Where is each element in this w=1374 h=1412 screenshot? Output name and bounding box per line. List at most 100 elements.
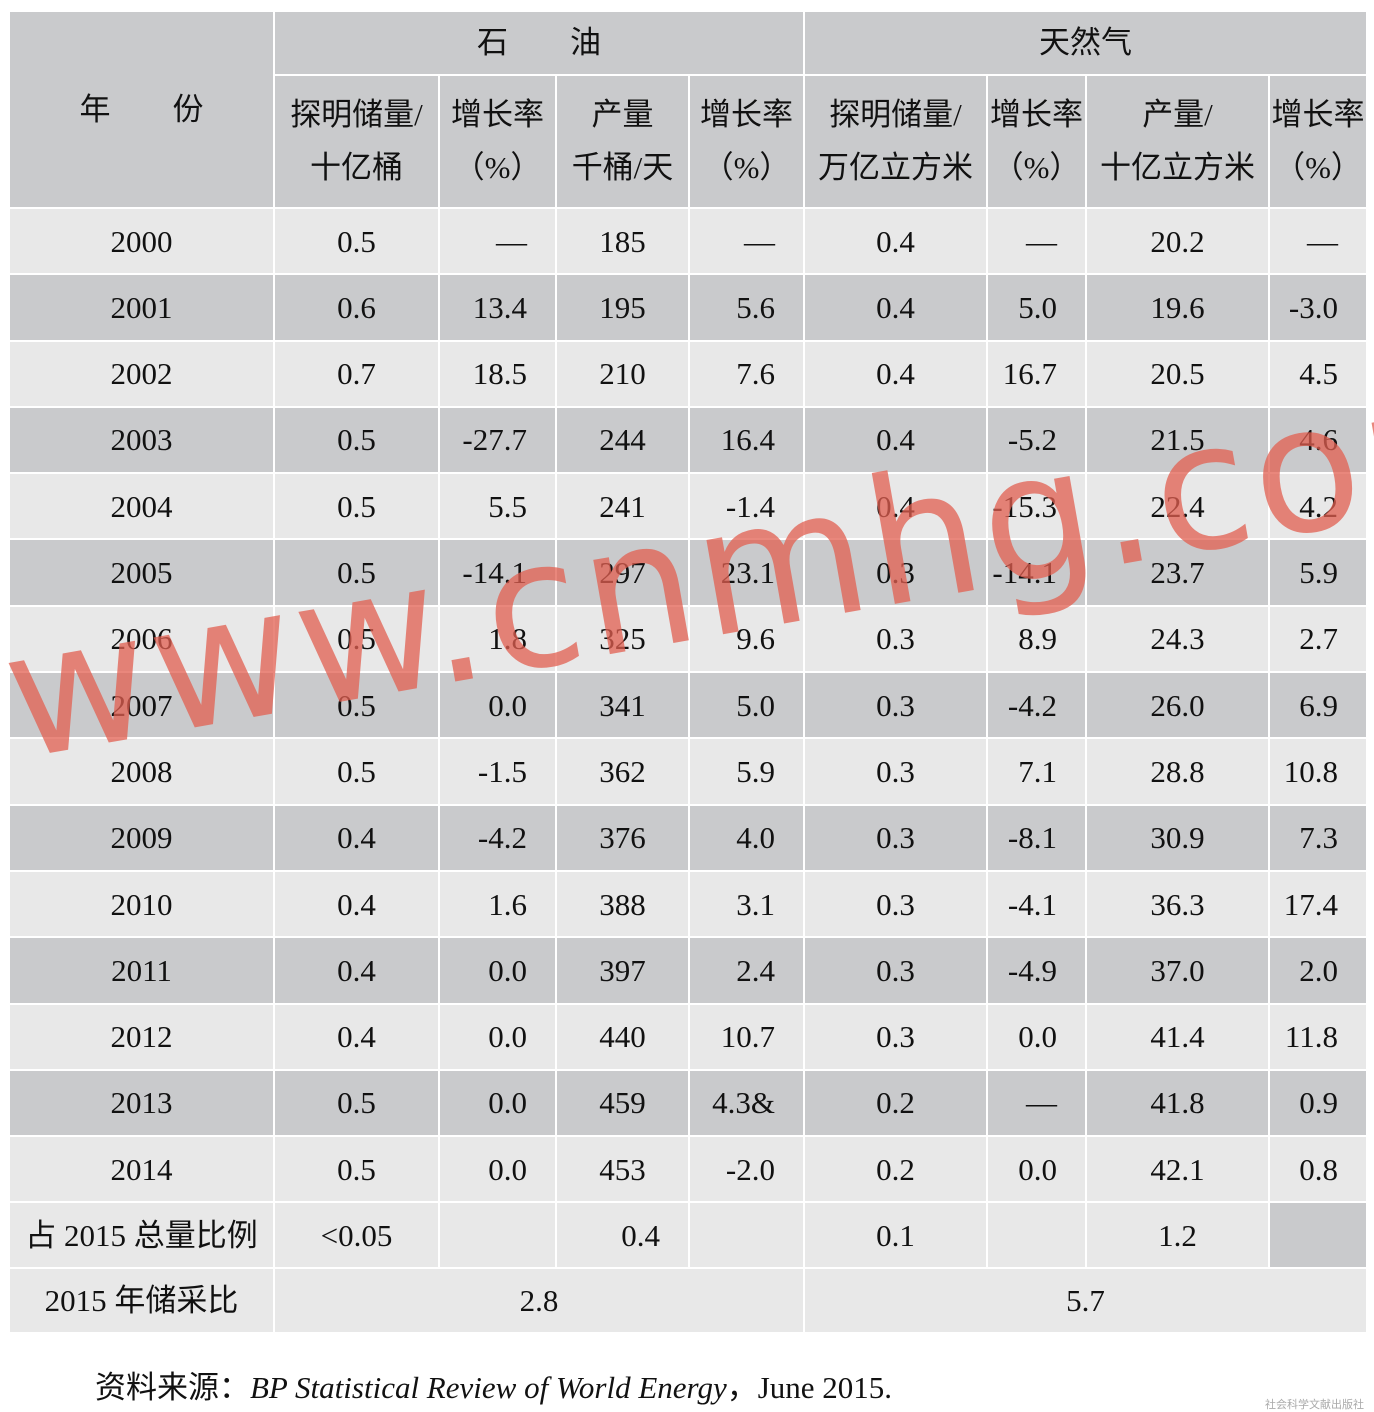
column-header-line: 产量/ bbox=[1142, 96, 1213, 132]
header-oil: 石 油 bbox=[273, 10, 805, 76]
value-cell: 0.3 bbox=[803, 936, 988, 1005]
value-cell: 16.7 bbox=[986, 339, 1087, 408]
value-cell: 28.8 bbox=[1085, 737, 1270, 806]
value-cell: 20.5 bbox=[1085, 339, 1270, 408]
value-cell: 0.5 bbox=[273, 538, 440, 607]
value-cell: 241 bbox=[555, 472, 690, 541]
value-cell: 4.2 bbox=[1268, 472, 1368, 541]
year-cell: 2014 bbox=[8, 1135, 275, 1204]
value-cell: 4.0 bbox=[688, 803, 805, 872]
value-cell: 0.4 bbox=[803, 339, 988, 408]
year-cell: 2006 bbox=[8, 604, 275, 674]
value-cell: 0.3 bbox=[803, 803, 988, 872]
value-cell: -3.0 bbox=[1268, 273, 1368, 342]
column-header: 产量/十亿立方米 bbox=[1085, 74, 1270, 209]
value-cell: 0.8 bbox=[1268, 1135, 1368, 1204]
value-cell: 19.6 bbox=[1085, 273, 1270, 342]
empty-cell bbox=[688, 1201, 805, 1270]
value-cell: 0.4 bbox=[803, 472, 988, 541]
value-cell: -4.9 bbox=[986, 936, 1087, 1005]
value-cell: 0.4 bbox=[803, 206, 988, 276]
value-cell: 2.4 bbox=[688, 936, 805, 1005]
value-cell: 0.6 bbox=[273, 273, 440, 342]
value-cell: 388 bbox=[555, 869, 690, 939]
value-cell: 297 bbox=[555, 538, 690, 607]
column-header-line: 增长率 bbox=[990, 96, 1083, 132]
value-cell: -4.2 bbox=[438, 803, 557, 872]
value-cell: 453 bbox=[555, 1135, 690, 1204]
data-row: 2013 0.5 0.0 459 4.3& 0.2—41.8 0.9 bbox=[8, 1068, 1368, 1138]
value-cell: 0.2 bbox=[803, 1068, 988, 1138]
value-cell: 11.8 bbox=[1268, 1002, 1368, 1071]
header-row: 年 份石 油天然气 bbox=[8, 10, 1368, 209]
value-cell: 0.0 bbox=[438, 671, 557, 740]
value-cell: -15.3 bbox=[986, 472, 1087, 541]
value-cell: -8.1 bbox=[986, 803, 1087, 872]
value-cell: 7.3 bbox=[1268, 803, 1368, 872]
value-cell: 26.0 bbox=[1085, 671, 1270, 740]
value-cell: — bbox=[438, 206, 557, 276]
rp-cell: 5.7 bbox=[803, 1267, 1368, 1335]
value-cell: 0.0 bbox=[986, 1002, 1087, 1071]
share-cell: <0.05 bbox=[273, 1201, 440, 1270]
value-cell: 7.6 bbox=[688, 339, 805, 408]
value-cell: 0.3 bbox=[803, 538, 988, 607]
column-header-line: （%） bbox=[1274, 149, 1362, 185]
value-cell: 2.7 bbox=[1268, 604, 1368, 674]
data-row: 2004 0.5 5.5 241 -1.4 0.4 -15.3 22.4 4.2 bbox=[8, 472, 1368, 541]
column-header-line: （%） bbox=[453, 149, 542, 185]
value-cell: 376 bbox=[555, 803, 690, 872]
value-cell: 459 bbox=[555, 1068, 690, 1138]
value-cell: 4.3& bbox=[688, 1068, 805, 1138]
value-cell: — bbox=[986, 1068, 1087, 1138]
value-cell: 37.0 bbox=[1085, 936, 1270, 1005]
value-cell: 30.9 bbox=[1085, 803, 1270, 872]
rp-label: 2015 年储采比 bbox=[8, 1267, 275, 1335]
value-cell: 1.8 bbox=[438, 604, 557, 674]
year-cell: 2008 bbox=[8, 737, 275, 806]
year-cell: 2010 bbox=[8, 869, 275, 939]
data-row: 2012 0.4 0.0 440 10.7 0.3 0.0 41.4 11.8 bbox=[8, 1002, 1368, 1071]
value-cell: — bbox=[688, 206, 805, 276]
value-cell: 0.3 bbox=[803, 1002, 988, 1071]
year-cell: 2000 bbox=[8, 206, 275, 276]
value-cell: 36.3 bbox=[1085, 869, 1270, 939]
share-row: 占 2015 总量比例 <0.05 0.4 0.1 1.2 bbox=[8, 1201, 1368, 1270]
data-row: 2002 0.7 18.5 210 7.6 0.4 16.7 20.5 4.5 bbox=[8, 339, 1368, 408]
column-header-line: 增长率 bbox=[451, 96, 544, 132]
source-suffix: ，June 2015. bbox=[726, 1370, 893, 1405]
year-cell: 2013 bbox=[8, 1068, 275, 1138]
value-cell: -4.2 bbox=[986, 671, 1087, 740]
header-year: 年 份 bbox=[8, 10, 275, 209]
value-cell: 41.4 bbox=[1085, 1002, 1270, 1071]
value-cell: 210 bbox=[555, 339, 690, 408]
share-cell: 0.1 bbox=[803, 1201, 988, 1270]
value-cell: 3.1 bbox=[688, 869, 805, 939]
value-cell: 0.0 bbox=[438, 1068, 557, 1138]
column-header-line: 千桶/天 bbox=[571, 149, 674, 185]
value-cell: 4.6 bbox=[1268, 405, 1368, 475]
value-cell: 5.9 bbox=[1268, 538, 1368, 607]
value-cell: 0.5 bbox=[273, 1068, 440, 1138]
value-cell: 0.5 bbox=[273, 671, 440, 740]
value-cell: 0.0 bbox=[438, 936, 557, 1005]
share-cell: 0.4 bbox=[555, 1201, 690, 1270]
value-cell: 0.4 bbox=[273, 936, 440, 1005]
year-cell: 2007 bbox=[8, 671, 275, 740]
year-cell: 2011 bbox=[8, 936, 275, 1005]
value-cell: 41.8 bbox=[1085, 1068, 1270, 1138]
value-cell: 0.9 bbox=[1268, 1068, 1368, 1138]
column-header-line: （%） bbox=[702, 149, 791, 185]
source-title: BP Statistical Review of World Energy bbox=[250, 1370, 727, 1405]
column-header-line: 万亿立方米 bbox=[818, 149, 973, 185]
value-cell: 397 bbox=[555, 936, 690, 1005]
value-cell: 23.7 bbox=[1085, 538, 1270, 607]
value-cell: — bbox=[1268, 206, 1368, 276]
value-cell: 0.3 bbox=[803, 671, 988, 740]
value-cell: 0.7 bbox=[273, 339, 440, 408]
value-cell: 0.5 bbox=[273, 604, 440, 674]
value-cell: 9.6 bbox=[688, 604, 805, 674]
data-row: 2007 0.5 0.0 341 5.0 0.3 -4.2 26.0 6.9 bbox=[8, 671, 1368, 740]
value-cell: 18.5 bbox=[438, 339, 557, 408]
